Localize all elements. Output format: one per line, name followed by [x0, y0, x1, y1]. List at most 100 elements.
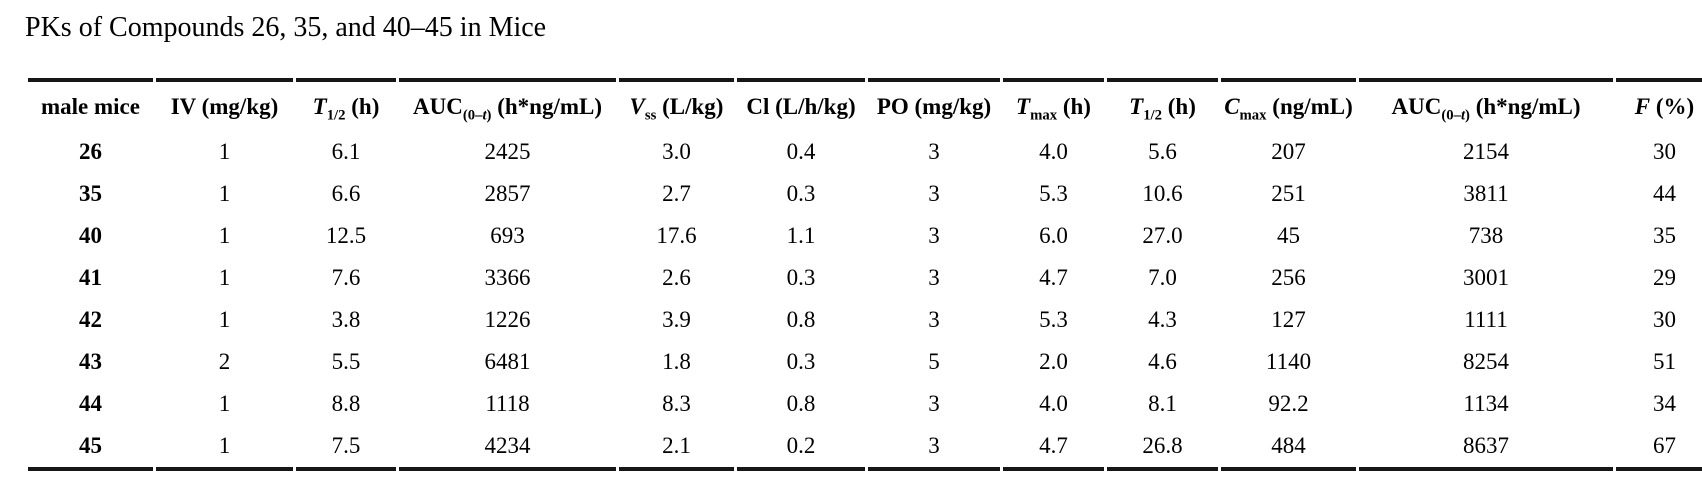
header-row: male mice IV (mg/kg) T1/2 (h) AUC(0–t) (h*n…	[28, 78, 1702, 131]
cell-po_dose: 3	[928, 391, 940, 417]
cell-po_tmax: 4.0	[1039, 139, 1068, 165]
cell-po_t_half: 10.6	[1142, 181, 1183, 207]
cell-cl: 0.2	[737, 425, 865, 472]
cell-compound: 40	[79, 223, 102, 249]
cell-po_t_half: 27.0	[1142, 223, 1183, 249]
cell-cl: 0.4	[786, 139, 816, 165]
col-header-po_dose: PO (mg/kg)	[868, 78, 1000, 131]
cell-po_cmax: 256	[1271, 265, 1306, 291]
col-header-vss: Vss (L/kg)	[619, 78, 734, 131]
cell-po_dose: 3	[928, 223, 940, 249]
cell-po_t_half: 4.6	[1148, 349, 1177, 375]
col-header-po_tmax: Tmax (h)	[1003, 78, 1104, 131]
col-header-po_t_half: T1/2 (h)	[1107, 78, 1218, 131]
cell-vss: 3.9	[662, 307, 691, 333]
cell-po_t_half: 8.1	[1148, 391, 1177, 417]
page: PKs of Compounds 26, 35, and 40–45 in Mi…	[25, 12, 1702, 472]
cell-po_dose: 3	[928, 307, 940, 333]
cell-iv_auc: 1118	[485, 391, 530, 417]
cell-f_percent: 34	[1653, 391, 1676, 417]
cell-po_tmax: 2.0	[1039, 349, 1068, 375]
cell-compound: 45	[28, 425, 153, 472]
cell-po_auc: 8254	[1463, 349, 1509, 375]
cell-iv_t_half: 7.5	[296, 425, 396, 472]
cell-iv_auc: 4234	[399, 425, 616, 472]
cell-po_auc: 1111	[1464, 307, 1508, 333]
cell-f_percent: 30	[1653, 139, 1676, 165]
cell-iv_auc: 2857	[484, 181, 531, 207]
cell-iv_dose: 1	[218, 307, 231, 333]
cell-po_t_half: 5.6	[1148, 139, 1177, 165]
pk-table: male mice IV (mg/kg) T1/2 (h) AUC(0–t) (h*n…	[25, 78, 1702, 472]
cell-cl: 0.3	[786, 265, 816, 291]
cell-po_tmax: 5.3	[1039, 307, 1068, 333]
cell-vss: 3.0	[662, 139, 691, 165]
cell-cl: 0.3	[786, 181, 816, 207]
cell-iv_t_half: 12.5	[325, 223, 367, 249]
cell-po_auc: 8637	[1359, 425, 1613, 472]
cell-compound: 42	[79, 307, 102, 333]
cell-po_auc: 738	[1468, 223, 1504, 249]
cell-po_tmax: 4.7	[1039, 265, 1068, 291]
cell-compound: 41	[79, 265, 102, 291]
cell-po_auc: 3001	[1463, 265, 1509, 291]
cell-po_tmax: 6.0	[1039, 223, 1068, 249]
cell-iv_t_half: 8.8	[331, 391, 361, 417]
col-header-po_auc: AUC(0–t) (h*ng/mL)	[1359, 78, 1613, 131]
cell-po_cmax: 45	[1277, 223, 1300, 249]
cell-po_cmax: 92.2	[1268, 391, 1309, 417]
cell-f_percent: 35	[1653, 223, 1676, 249]
cell-vss: 8.3	[662, 391, 691, 417]
cell-po_dose: 3	[928, 139, 940, 165]
col-header-f_percent: F (%)	[1616, 78, 1702, 131]
pk-table-body: 26 1 6.1 2425 3.0 0.4 3 4.0 5.6 207 2154 30 35 1 6.6 28…	[28, 131, 1702, 472]
cell-cl: 0.8	[786, 391, 816, 417]
cell-f_percent: 51	[1653, 349, 1676, 375]
table-row-compound-45: 45 1 7.5 4234 2.1 0.2 3 4.7 26.8 484 8637 67	[28, 425, 1702, 472]
cell-po_dose: 3	[928, 265, 940, 291]
cell-po_dose: 3	[928, 181, 940, 207]
cell-iv_dose: 1	[218, 139, 231, 165]
cell-po_auc: 2154	[1463, 139, 1509, 165]
cell-iv_auc: 693	[490, 223, 525, 249]
cell-iv_t_half: 3.8	[331, 307, 361, 333]
cell-po_cmax: 484	[1221, 425, 1356, 472]
cell-compound: 44	[79, 391, 102, 417]
col-header-compound: male mice	[28, 78, 153, 131]
pk-table-header: male mice IV (mg/kg) T1/2 (h) AUC(0–t) (h*n…	[28, 78, 1702, 131]
cell-vss: 2.6	[662, 265, 691, 291]
cell-f_percent: 29	[1653, 265, 1676, 291]
cell-po_dose: 5	[928, 349, 940, 375]
table-row-compound-42: 42 1 3.8 1226 3.9 0.8 3 5.3 4.3 127 1111 30	[28, 299, 1702, 341]
cell-po_t_half: 4.3	[1148, 307, 1177, 333]
cell-iv_dose: 1	[218, 391, 231, 417]
col-header-iv_auc: AUC(0–t) (h*ng/mL)	[399, 78, 616, 131]
cell-iv_auc: 2425	[484, 139, 531, 165]
cell-po_t_half: 7.0	[1148, 265, 1177, 291]
cell-po_t_half: 26.8	[1107, 425, 1218, 472]
cell-vss: 1.8	[662, 349, 691, 375]
cell-compound: 43	[79, 349, 102, 375]
cell-po_cmax: 127	[1271, 307, 1306, 333]
table-row-compound-43: 43 2 5.5 6481 1.8 0.3 5 2.0 4.6 1140 8254 51	[28, 341, 1702, 383]
cell-po_cmax: 251	[1271, 181, 1306, 207]
col-header-iv_dose: IV (mg/kg)	[156, 78, 293, 131]
col-header-po_cmax: Cmax (ng/mL)	[1221, 78, 1356, 131]
cell-iv_dose: 1	[218, 181, 231, 207]
col-header-iv_t_half: T1/2 (h)	[296, 78, 396, 131]
cell-po_cmax: 1140	[1265, 349, 1312, 375]
col-header-cl: Cl (L/h/kg)	[737, 78, 865, 131]
cell-f_percent: 44	[1653, 181, 1676, 207]
table-row-compound-26: 26 1 6.1 2425 3.0 0.4 3 4.0 5.6 207 2154 30	[28, 131, 1702, 173]
cell-iv_auc: 3366	[484, 265, 531, 291]
cell-compound: 26	[79, 139, 102, 165]
cell-vss: 17.6	[656, 223, 697, 249]
cell-iv_dose: 1	[218, 223, 231, 249]
cell-vss: 2.1	[619, 425, 734, 472]
cell-cl: 0.8	[786, 307, 816, 333]
cell-vss: 2.7	[662, 181, 691, 207]
cell-compound: 35	[79, 181, 102, 207]
cell-iv_dose: 2	[218, 349, 231, 375]
table-row-compound-41: 41 1 7.6 3366 2.6 0.3 3 4.7 7.0 256 3001 29	[28, 257, 1702, 299]
cell-po_cmax: 207	[1271, 139, 1306, 165]
